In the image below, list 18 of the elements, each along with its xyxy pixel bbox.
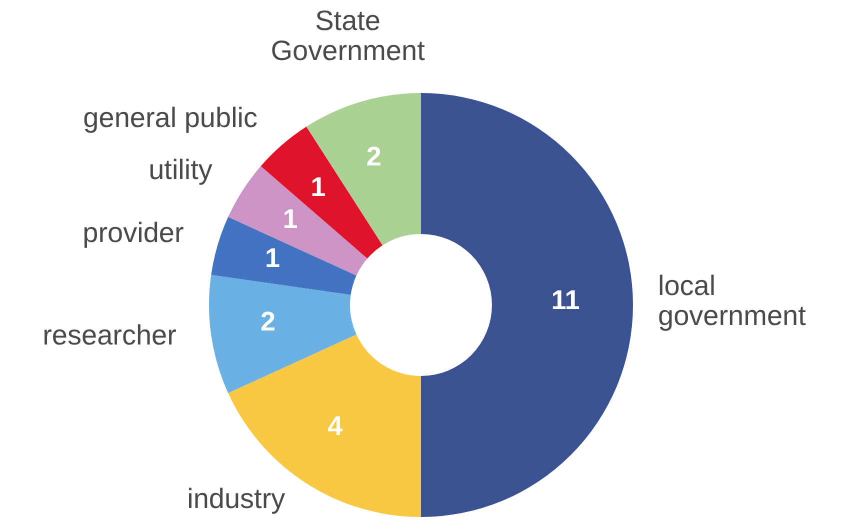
data-label: 1 [282,204,298,234]
data-label: 2 [366,142,382,172]
slice-label: industry [187,483,286,514]
donut-slice [209,274,356,394]
data-label: 1 [265,242,280,273]
donut-slice [306,93,421,246]
slice-label: State Government [270,4,426,66]
data-label: 4 [328,410,343,441]
data-label: 1 [310,172,326,202]
slice-label: researcher [42,319,176,350]
donut-slice [421,93,633,517]
data-label: 11 [551,285,580,315]
data-label: 2 [260,306,276,336]
slice-label: provider [82,216,184,248]
slice-label: utility [148,154,212,186]
slice-label: local government [658,270,806,331]
donut-slice [228,166,368,276]
slice-label: general public [83,102,258,134]
